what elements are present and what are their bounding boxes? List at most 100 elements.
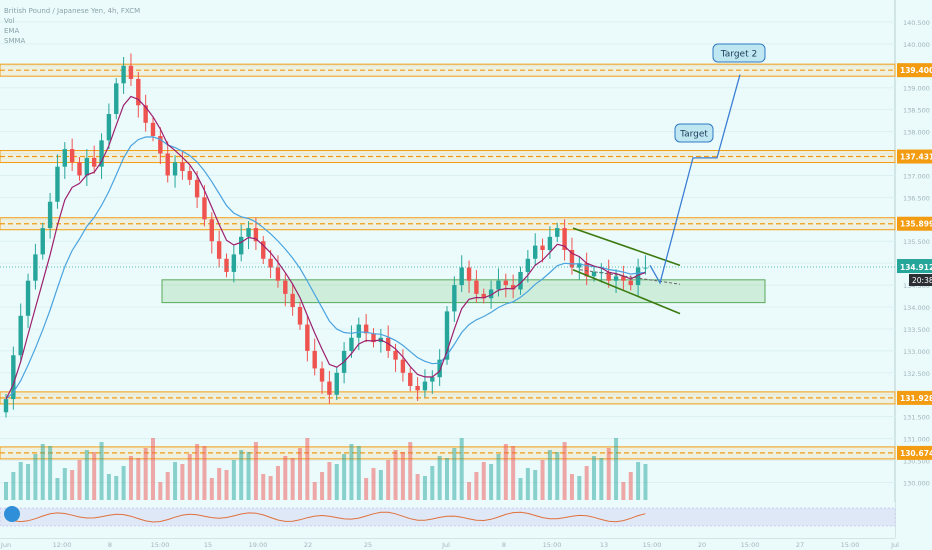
volume-bar bbox=[525, 468, 530, 500]
level-price-tag bbox=[897, 149, 932, 164]
tradingview-logo bbox=[4, 506, 20, 522]
candle-body bbox=[106, 114, 112, 141]
volume-bar bbox=[99, 442, 104, 500]
candle-body bbox=[143, 105, 148, 123]
volume-bar bbox=[231, 460, 236, 500]
volume-bar bbox=[386, 460, 391, 500]
candle-body bbox=[62, 149, 67, 167]
level-band bbox=[0, 63, 896, 77]
x-tick-label: 15 bbox=[204, 541, 212, 549]
volume-bar bbox=[356, 446, 361, 500]
candle-body bbox=[239, 236, 244, 255]
volume-bar bbox=[547, 450, 552, 500]
volume-bar bbox=[518, 478, 523, 500]
candle-body bbox=[209, 219, 214, 242]
volume-bar bbox=[349, 444, 354, 500]
candle-body bbox=[84, 157, 90, 176]
candle-body bbox=[408, 372, 413, 386]
candle-body bbox=[194, 179, 200, 198]
candle-body bbox=[503, 280, 508, 286]
volume-bar bbox=[312, 482, 317, 500]
candle-body bbox=[77, 162, 82, 176]
level-price-tag bbox=[897, 216, 932, 231]
x-tick-label: 13 bbox=[600, 541, 608, 549]
candle-body bbox=[158, 135, 163, 154]
volume-bar bbox=[128, 456, 133, 500]
candle-body bbox=[555, 228, 560, 237]
indicator-ema: EMA bbox=[4, 27, 20, 35]
level-price-tag bbox=[897, 390, 932, 405]
candle-body bbox=[268, 258, 273, 268]
candle-body bbox=[481, 293, 486, 299]
candle-body bbox=[3, 399, 9, 413]
current-price-tag bbox=[897, 259, 932, 274]
countdown-tag bbox=[909, 274, 932, 287]
target-label: Target bbox=[679, 130, 708, 140]
smma-line bbox=[5, 136, 646, 400]
candle-body bbox=[628, 280, 633, 286]
volume-bar bbox=[533, 470, 538, 500]
volume-bar bbox=[224, 470, 229, 500]
volume-bar bbox=[4, 482, 8, 500]
candle-body bbox=[540, 245, 545, 250]
candle-body bbox=[562, 228, 567, 250]
x-tick-label: 27 bbox=[796, 541, 804, 549]
volume-bar bbox=[437, 456, 442, 500]
volume-bar bbox=[18, 462, 23, 500]
y-tick-label: 136.500 bbox=[903, 194, 930, 202]
symbol-title: British Pound / Japanese Yen, 4h, FXCM bbox=[4, 7, 141, 15]
candle-body bbox=[510, 285, 516, 290]
volume-bar bbox=[584, 466, 589, 500]
volume-bar bbox=[151, 438, 155, 500]
volume-bar bbox=[378, 470, 383, 500]
volume-bar bbox=[562, 442, 567, 500]
volume-bar bbox=[106, 474, 111, 500]
x-tick-label: 12:00 bbox=[53, 541, 72, 549]
volume-bar bbox=[342, 454, 347, 500]
candle-body bbox=[69, 149, 75, 163]
volume-bar bbox=[246, 452, 251, 500]
candle-body bbox=[349, 337, 354, 351]
volume-bar bbox=[400, 452, 405, 500]
x-tick-label: Jun bbox=[0, 541, 11, 549]
volume-bar bbox=[577, 476, 582, 500]
candle-body bbox=[371, 333, 376, 343]
candle-body bbox=[518, 271, 523, 290]
volume-bar bbox=[628, 472, 633, 500]
volume-bar bbox=[422, 476, 427, 500]
volume-bar bbox=[11, 472, 16, 500]
volume-bar bbox=[327, 462, 332, 500]
volume-bar bbox=[217, 468, 222, 500]
candle-body bbox=[172, 162, 178, 176]
candle-body bbox=[591, 271, 597, 277]
volume-bar bbox=[503, 444, 508, 500]
volume-bar bbox=[202, 446, 207, 500]
candle-body bbox=[121, 65, 126, 84]
x-tick-label: 15:00 bbox=[151, 541, 170, 549]
volume-bar bbox=[84, 450, 89, 500]
projection-path bbox=[649, 74, 741, 285]
candle-body bbox=[128, 65, 134, 79]
y-tick-label: 135.500 bbox=[903, 238, 930, 246]
level-band bbox=[0, 217, 896, 231]
candle-body bbox=[584, 263, 589, 277]
ema-line bbox=[5, 95, 646, 400]
volume-bar bbox=[408, 442, 413, 500]
y-tick-label: 139.000 bbox=[903, 85, 930, 93]
volume-bar bbox=[569, 474, 574, 500]
candle-body bbox=[393, 350, 398, 360]
volume-bar bbox=[158, 482, 163, 500]
candle-body bbox=[224, 258, 229, 272]
volume-bar bbox=[92, 452, 97, 500]
candle-body bbox=[577, 263, 582, 268]
candle-body bbox=[99, 140, 104, 167]
volume-bar bbox=[496, 454, 501, 500]
volume-bar bbox=[540, 460, 545, 500]
y-tick-label: 132.500 bbox=[903, 370, 930, 378]
candle-body bbox=[613, 276, 619, 281]
candle-body bbox=[452, 285, 457, 312]
volume-bar bbox=[261, 474, 266, 500]
